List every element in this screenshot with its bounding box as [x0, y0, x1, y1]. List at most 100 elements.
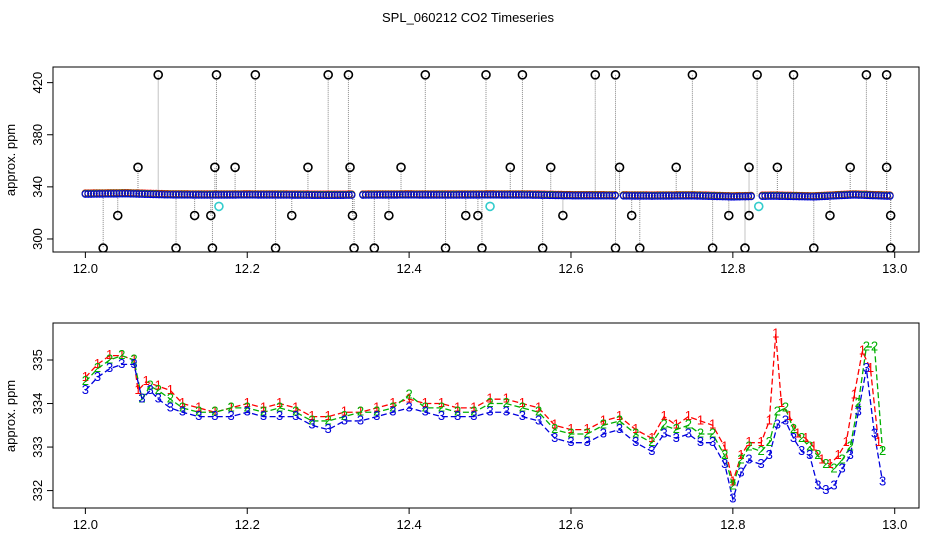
series-point-3: 3	[774, 417, 781, 432]
bottom-plot-frame	[52, 322, 920, 509]
bottom-y-tick-label: 334	[30, 393, 45, 415]
series-point-1: 1	[325, 408, 332, 423]
series-point-2: 2	[632, 425, 639, 440]
series-point-3: 3	[697, 434, 704, 449]
series-point-3: 3	[470, 408, 477, 423]
series-point-3: 3	[179, 404, 186, 419]
series-point-2: 2	[766, 434, 773, 449]
series-point-2: 2	[389, 399, 396, 414]
outlier-point	[396, 162, 406, 173]
series-point-1: 1	[794, 425, 801, 440]
series-point-3: 3	[422, 404, 429, 419]
top-x-tick-label: 12.6	[558, 261, 583, 276]
series-point-3: 3	[155, 391, 162, 406]
bottom-y-tick-label: 335	[30, 349, 45, 371]
series-point-2: 2	[503, 395, 510, 410]
series-point-3: 3	[600, 425, 607, 440]
top-marks-clipped	[81, 70, 896, 252]
outlier-point	[384, 210, 394, 221]
series-point-3: 3	[454, 408, 461, 423]
series-point-2: 2	[584, 425, 591, 440]
outlier-point	[481, 70, 491, 80]
series-point-3: 3	[260, 408, 267, 423]
series-point-3: 3	[341, 412, 348, 427]
outlier-point	[545, 162, 556, 173]
outlier-point	[153, 70, 164, 80]
series-point-3: 3	[325, 421, 332, 436]
series-point-2: 2	[373, 404, 380, 419]
series-point-1: 1	[470, 399, 477, 414]
series-point-1: 1	[106, 347, 113, 362]
series-point-3: 3	[486, 404, 493, 419]
series-point-2: 2	[782, 399, 789, 414]
series-point-2: 2	[721, 447, 728, 462]
bottom-x-tick-label: 12.6	[558, 517, 583, 532]
series-point-3: 3	[721, 456, 728, 471]
series-point-2: 2	[697, 425, 704, 440]
baseline-point-3	[866, 191, 874, 200]
series-point-2: 2	[814, 447, 821, 462]
outlier-point	[270, 243, 281, 252]
outlier-point	[230, 162, 240, 173]
top-x-tick-label: 12.2	[235, 261, 260, 276]
series-point-2: 2	[422, 399, 429, 414]
figure-title: SPL_060212 CO2 Timeseries	[382, 10, 554, 25]
series-point-1: 1	[486, 391, 493, 406]
series-point-2: 2	[616, 412, 623, 427]
top-x-tick-label: 13.0	[882, 261, 907, 276]
outlier-point	[349, 243, 359, 252]
series-point-1: 1	[519, 395, 526, 410]
baseline-point-3	[347, 191, 356, 199]
bottom-y-tick-label: 332	[30, 480, 45, 502]
series-point-1: 1	[357, 404, 364, 419]
series-point-1: 1	[737, 447, 744, 462]
outlier-point	[788, 70, 799, 80]
outlier-point	[610, 243, 621, 252]
outlier-point	[881, 162, 892, 173]
top-y-tick-label: 380	[30, 124, 45, 146]
series-point-2: 2	[325, 412, 332, 427]
outlier-point	[477, 243, 487, 252]
series-point-3: 3	[648, 443, 655, 458]
series-point-2: 2	[454, 404, 461, 419]
series-point-2: 2	[138, 391, 145, 406]
series-point-1: 1	[308, 408, 315, 423]
series-point-1: 1	[227, 399, 234, 414]
series-point-3: 3	[276, 408, 283, 423]
series-point-1: 1	[82, 369, 89, 384]
series-point-2: 2	[847, 438, 854, 453]
bottom-x-tick-label: 12.2	[235, 517, 260, 532]
series-point-2: 2	[244, 399, 251, 414]
outlier-point	[626, 210, 637, 221]
series-point-2: 2	[551, 421, 558, 436]
outlier-point	[687, 70, 698, 80]
series-point-2: 2	[486, 395, 493, 410]
series-point-1: 1	[843, 434, 850, 449]
outlier-point	[707, 243, 718, 252]
outlier-point	[211, 70, 222, 80]
series-point-3: 3	[519, 408, 526, 423]
series-point-3: 3	[879, 473, 886, 488]
series-point-3: 3	[373, 408, 380, 423]
baseline-point-3	[886, 192, 894, 200]
outlier-point	[112, 210, 123, 221]
outlier-point	[323, 70, 333, 80]
series-point-2: 2	[790, 421, 797, 436]
series-point-3: 3	[147, 382, 154, 397]
outlier-point	[825, 210, 835, 221]
series-point-3: 3	[822, 482, 829, 497]
series-point-1: 1	[244, 395, 251, 410]
series-point-1: 1	[867, 360, 874, 375]
series-point-2: 2	[737, 452, 744, 467]
bottom-x-axis: 12.0 12.2 12.4 12.6 12.8 13.0	[73, 508, 907, 532]
bottom-data-marks: 111 1 111 1 11 1 1 1 1 1 1 11 1 1 1 1 1 1 1 1 1 11 1 1 11 1 11 1111…	[82, 325, 886, 505]
series-point-3: 3	[167, 399, 174, 414]
series-point-1: 1	[142, 373, 149, 388]
cyan-point	[485, 201, 495, 212]
baseline-point-3	[747, 192, 755, 201]
panel-bottom-chart: 111 1 111 1 11 1 1 1 1 1 1 11 1 1 1 1 1 1 1 1 1 11 1 1 11 1 11 1111…	[3, 322, 920, 532]
bottom-x-tick-label: 13.0	[882, 517, 907, 532]
series-point-3: 3	[405, 399, 412, 414]
series-point-3: 3	[308, 417, 315, 432]
